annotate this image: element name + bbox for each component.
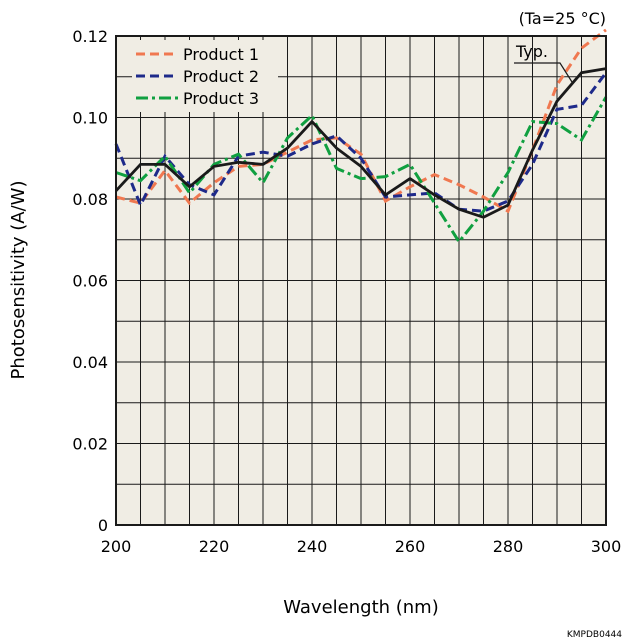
tick-labels: 200 220 240 260 280 300 0 0.02 0.04 0.06 0.08 0.10 0… [72,27,621,556]
y-tick-label: 0 [98,516,108,535]
series-lines [114,28,608,245]
typ-annotation: Typ. [514,42,573,83]
y-tick-label: 0.08 [72,190,108,209]
y-tick-label: 0.02 [72,435,108,454]
legend-label: Product 1 [183,45,259,64]
x-tick-label: 240 [297,537,328,556]
typ-leader-line [514,62,573,83]
legend-label: Product 3 [183,89,259,108]
product-2-series-line [114,71,608,213]
x-tick-label: 280 [493,537,524,556]
x-tick-label: 260 [395,537,426,556]
x-axis-title: Wavelength (nm) [283,597,439,618]
legend-label: Product 2 [183,67,259,86]
x-tick-label: 300 [591,537,622,556]
y-tick-label: 0.06 [72,272,108,291]
condition-note: (Ta=25 °C) [519,9,606,28]
y-tick-label: 0.12 [72,27,108,46]
x-tick-label: 220 [199,537,230,556]
legend: Product 1 Product 2 Product 3 [132,40,278,112]
y-axis-title: Photosensitivity (A/W) [8,181,29,380]
figure-code: KMPDB0444 [567,630,622,640]
y-tick-label: 0.10 [72,109,108,128]
typical-series-line [114,67,607,219]
product-3-series-line [115,96,608,245]
x-tick-label: 200 [101,537,132,556]
plot-border [115,35,607,526]
typ-label: Typ. [515,42,548,61]
y-tick-label: 0.04 [72,353,108,372]
